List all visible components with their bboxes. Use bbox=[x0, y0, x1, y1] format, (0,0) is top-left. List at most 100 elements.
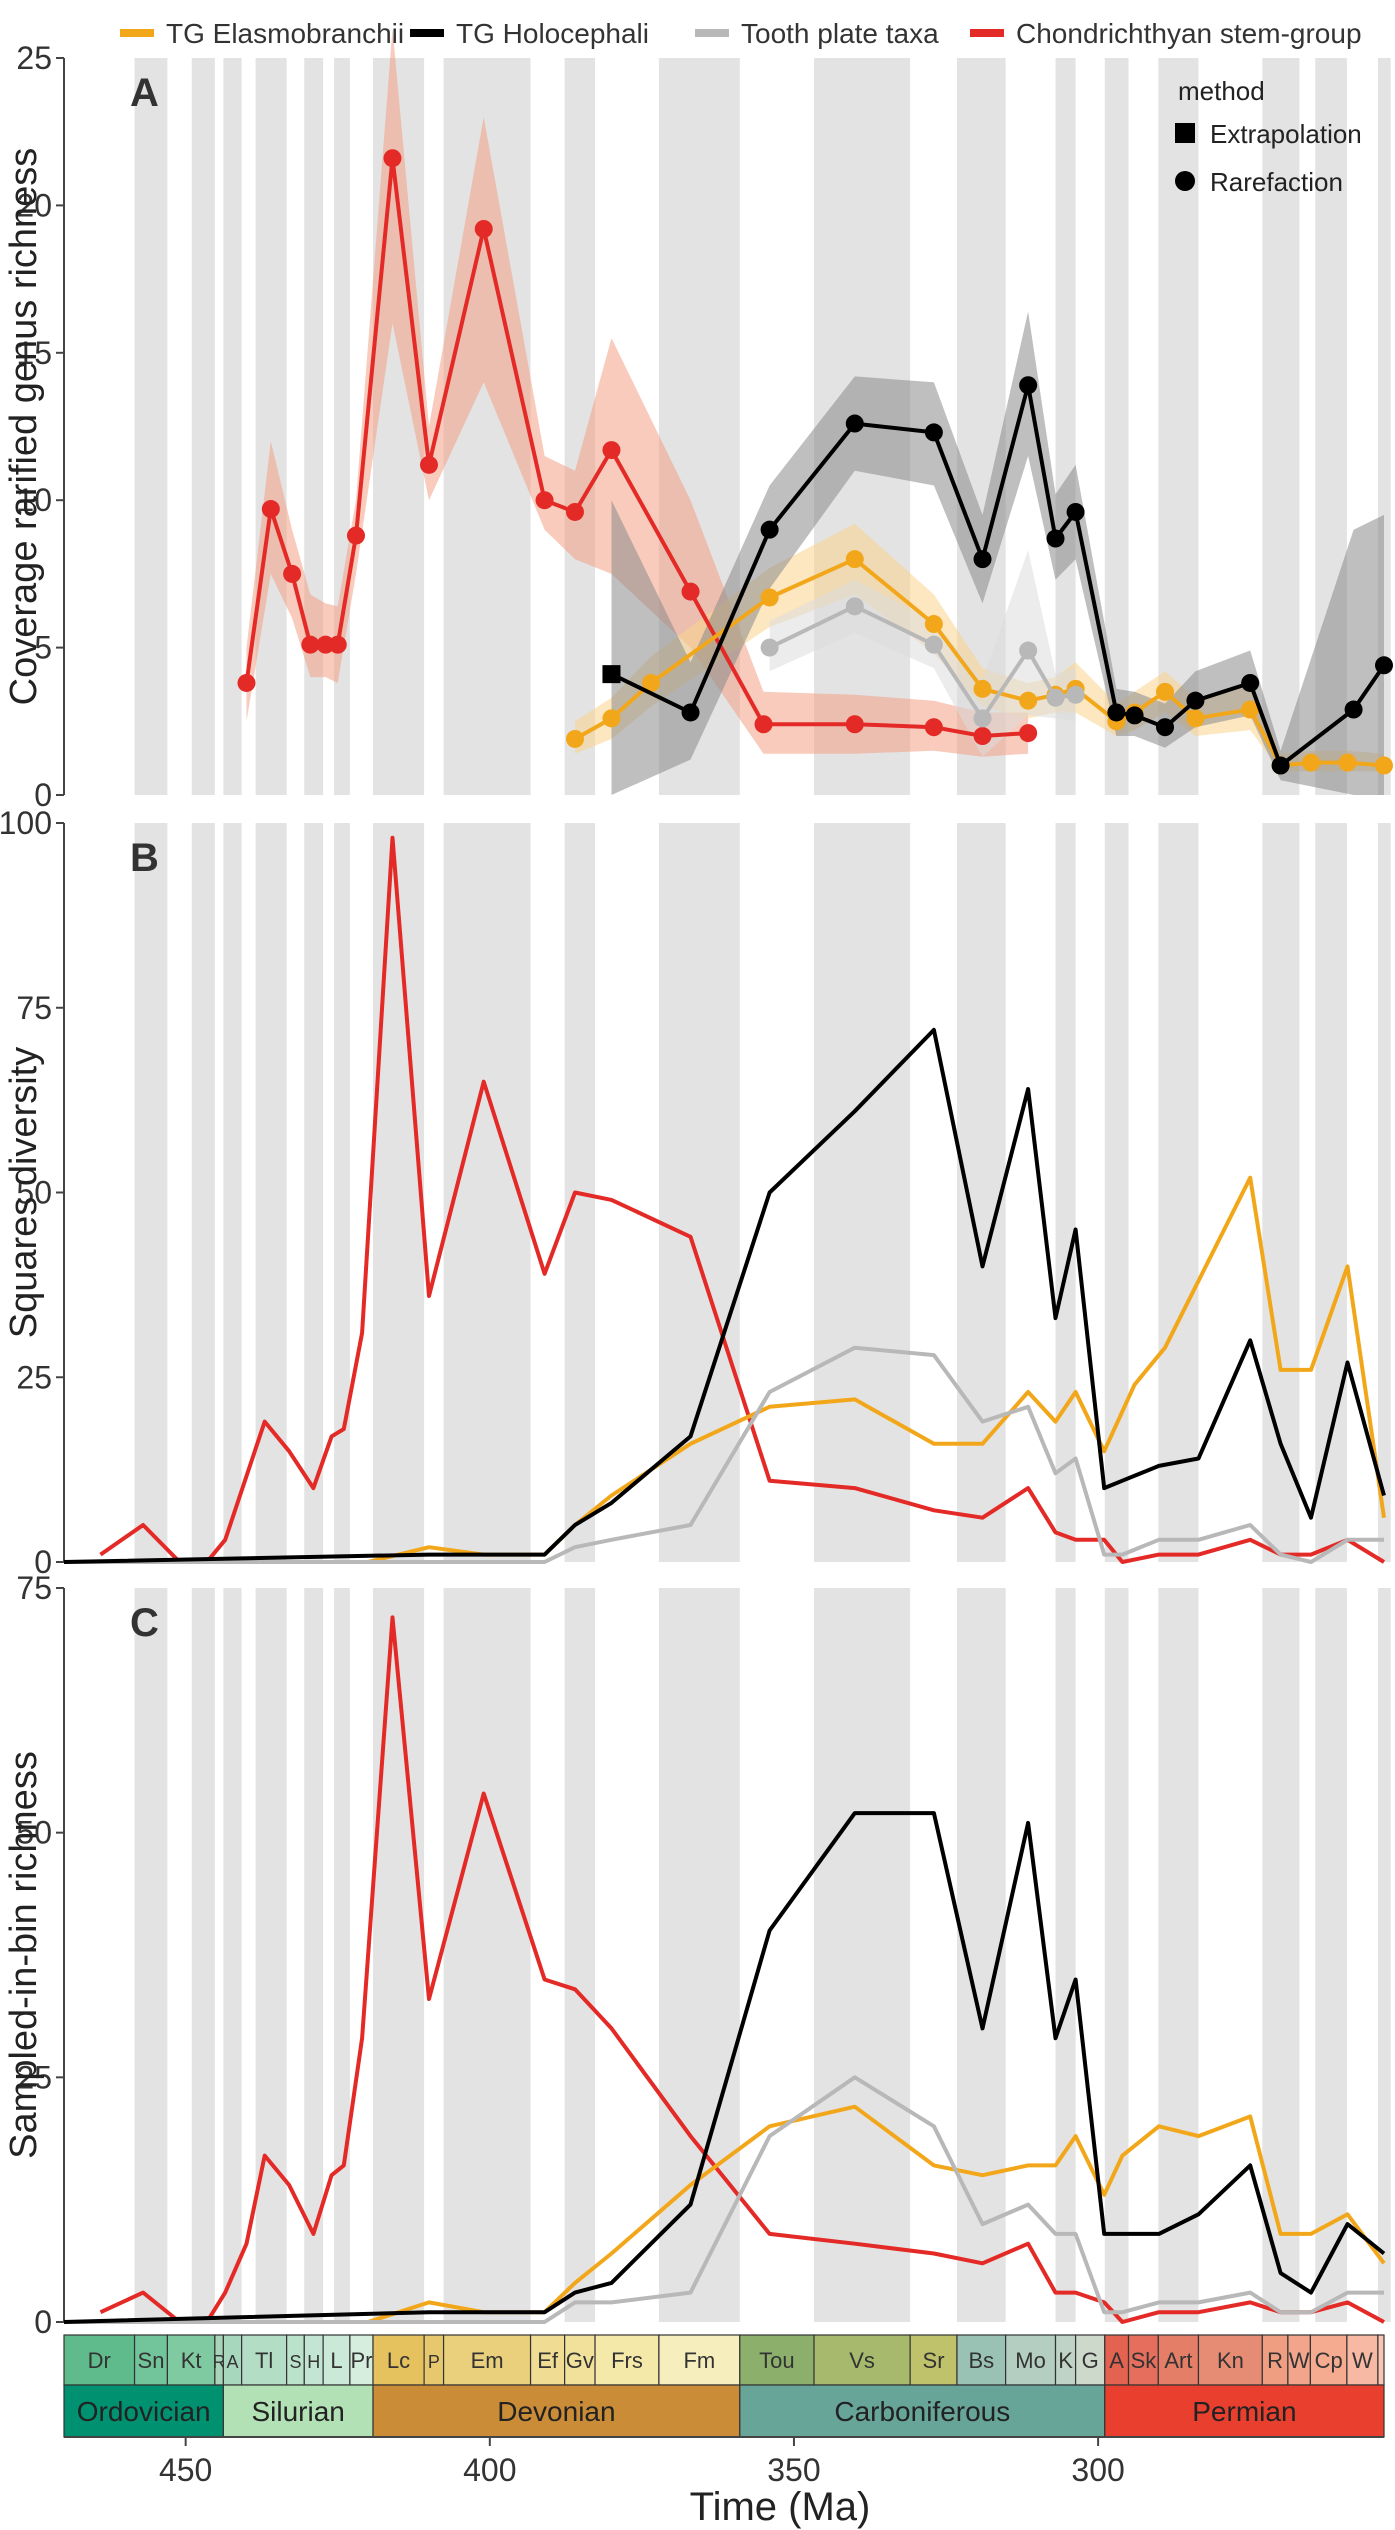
stage-cell bbox=[1309, 2334, 1348, 2386]
period-label: Permian bbox=[1192, 2396, 1296, 2427]
data-point-chondrichthyan-stem-group bbox=[602, 441, 621, 460]
data-point-extrapolation bbox=[602, 665, 621, 684]
stage-cell bbox=[1005, 2334, 1057, 2386]
stage-bands bbox=[134, 823, 1391, 1562]
data-point-chondrichthyan-stem-group bbox=[346, 526, 365, 545]
data-point-tg-holocephali bbox=[845, 414, 864, 433]
data-point-chondrichthyan-stem-group bbox=[1019, 724, 1038, 743]
stage-band bbox=[373, 823, 425, 1562]
stage-band bbox=[134, 58, 168, 795]
stage-label: H bbox=[307, 2352, 320, 2372]
x-axis-label: Time (Ma) bbox=[690, 2485, 871, 2529]
stage-label: R bbox=[1267, 2348, 1283, 2373]
data-point-tg-elasmobranchii bbox=[924, 615, 943, 634]
stage-band bbox=[814, 1588, 911, 2322]
y-tick-label: 100 bbox=[0, 805, 52, 841]
data-point-tg-elasmobranchii bbox=[1302, 753, 1321, 772]
data-point-tg-holocephali bbox=[924, 423, 943, 442]
period-cell bbox=[222, 2384, 374, 2438]
stage-label: Sr bbox=[923, 2348, 945, 2373]
data-point-tg-holocephali bbox=[1271, 756, 1290, 775]
stage-cell bbox=[1377, 2334, 1385, 2386]
x-tick-label: 300 bbox=[1071, 2452, 1124, 2488]
data-point-tooth-plate-taxa bbox=[1046, 688, 1065, 707]
stage-band bbox=[1315, 1588, 1347, 2322]
period-cell bbox=[372, 2384, 741, 2438]
y-tick-label: 10 bbox=[16, 482, 52, 518]
stage-label: Sn bbox=[138, 2348, 165, 2373]
stage-label: Vs bbox=[849, 2348, 875, 2373]
data-point-tooth-plate-taxa bbox=[845, 597, 864, 616]
stage-label: Bs bbox=[968, 2348, 994, 2373]
data-point-tg-elasmobranchii bbox=[1156, 682, 1175, 701]
stage-cell bbox=[1197, 2334, 1263, 2386]
stage-band bbox=[1262, 823, 1300, 1562]
stage-band bbox=[443, 823, 531, 1562]
stage-band bbox=[1262, 58, 1300, 795]
stage-label: W bbox=[1352, 2348, 1373, 2373]
stage-band bbox=[134, 1588, 168, 2322]
ci-band-tg-holocephali bbox=[611, 311, 1384, 795]
legend-label: Tooth plate taxa bbox=[741, 18, 939, 49]
period-cell bbox=[739, 2384, 1106, 2438]
y-axis: 0 25 50 75 Sampled-in-bin richness bbox=[3, 1570, 65, 2340]
y-axis: 0 5 10 15 20 25 Coverage rarified genus richne… bbox=[3, 40, 65, 813]
data-point-tg-elasmobranchii bbox=[565, 729, 584, 748]
data-point-tg-holocephali bbox=[1066, 502, 1085, 521]
series-line-tooth-plate-taxa bbox=[64, 2075, 1384, 2324]
y-tick-label: 25 bbox=[16, 40, 52, 76]
stage-band bbox=[304, 58, 324, 795]
legend: TG Elasmobranchii TG Holocephali Tooth pla… bbox=[120, 18, 1362, 197]
data-point-tooth-plate-taxa bbox=[760, 638, 779, 657]
stage-label: Gv bbox=[566, 2348, 594, 2373]
stage-band bbox=[1262, 1588, 1300, 2322]
method-legend-label: Rarefaction bbox=[1210, 167, 1343, 197]
y-axis-label: Squares diversity bbox=[3, 1047, 45, 1338]
data-point-chondrichthyan-stem-group bbox=[474, 219, 493, 238]
data-point-chondrichthyan-stem-group bbox=[301, 635, 320, 654]
stage-band bbox=[1055, 1588, 1076, 2322]
stage-label: A bbox=[226, 2352, 238, 2372]
series-line-tg-holocephali bbox=[63, 1811, 1386, 2324]
stage-band bbox=[191, 1588, 215, 2322]
stage-band bbox=[134, 823, 168, 1562]
data-point-chondrichthyan-stem-group bbox=[924, 718, 943, 737]
stage-bands bbox=[134, 1588, 1391, 2322]
stage-band bbox=[1104, 58, 1129, 795]
stage-label: Kt bbox=[181, 2348, 202, 2373]
y-tick-label: 25 bbox=[16, 1359, 52, 1395]
timescale: Dr Sn Kt R A Tl S H L Pr Lc P Em Ef Gv Frs Fm Tou Vs Sr Bs Mo… bbox=[63, 2334, 1385, 2438]
stage-cell bbox=[529, 2334, 566, 2386]
stage-label: G bbox=[1082, 2348, 1099, 2373]
data-point-tg-elasmobranchii bbox=[760, 588, 779, 607]
stage-band bbox=[1104, 1588, 1129, 2322]
y-tick-label: 0 bbox=[34, 777, 52, 813]
y-tick-label: 75 bbox=[16, 1570, 52, 1606]
y-tick-label: 0 bbox=[34, 1544, 52, 1580]
y-axis: 0 25 50 75 100 Squares diversity bbox=[0, 805, 65, 1580]
period-label: Silurian bbox=[251, 2396, 344, 2427]
stage-label: S bbox=[289, 2352, 301, 2372]
stage-label: Art bbox=[1164, 2348, 1192, 2373]
y-tick-label: 20 bbox=[16, 187, 52, 223]
data-point-chondrichthyan-stem-group bbox=[973, 727, 992, 746]
stage-label: A bbox=[1109, 2348, 1124, 2373]
x-axis: Time (Ma) 450 400 350 300 bbox=[64, 2436, 1384, 2529]
x-tick-label: 350 bbox=[767, 2452, 820, 2488]
x-tick-label: 400 bbox=[463, 2452, 516, 2488]
stage-band bbox=[223, 1588, 242, 2322]
data-point-tg-holocephali bbox=[1156, 718, 1175, 737]
data-point-tg-elasmobranchii bbox=[1338, 753, 1357, 772]
data-point-chondrichthyan-stem-group bbox=[535, 491, 554, 510]
data-point-chondrichthyan-stem-group bbox=[754, 715, 773, 734]
panel-b: 0 25 50 75 100 Squares diversity B bbox=[0, 805, 1391, 1580]
period-label: Ordovician bbox=[77, 2396, 211, 2427]
stage-cell bbox=[63, 2334, 136, 2386]
stage-band bbox=[223, 58, 242, 795]
series-line-tg-holocephali bbox=[63, 1027, 1386, 1564]
stage-label: R bbox=[213, 2352, 226, 2372]
data-point-tg-holocephali bbox=[973, 550, 992, 569]
stage-label: Tl bbox=[255, 2348, 273, 2373]
stage-label: P bbox=[428, 2352, 440, 2372]
ci-band-chondrichthyan-stem-group bbox=[246, 28, 1029, 757]
